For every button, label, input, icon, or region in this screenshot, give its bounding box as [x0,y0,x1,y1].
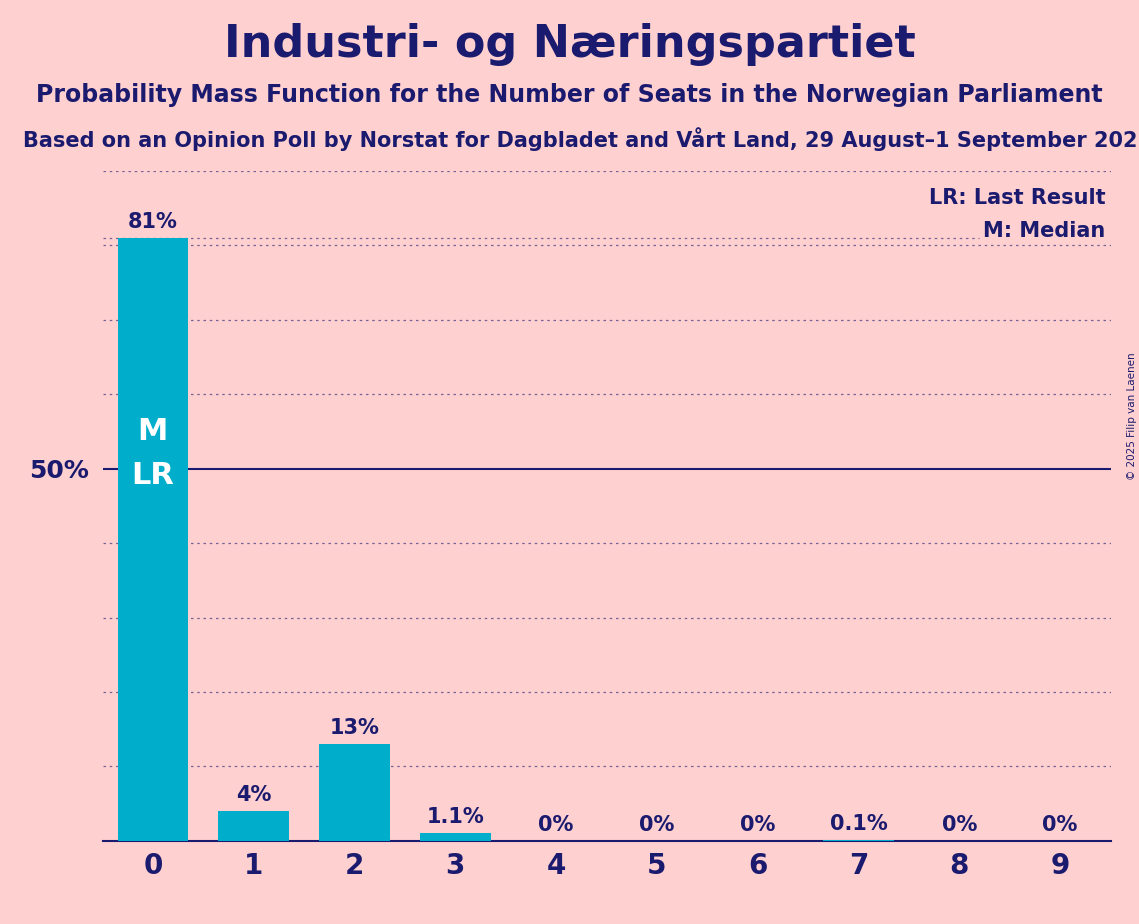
Text: 4%: 4% [236,785,271,805]
Text: 1.1%: 1.1% [426,807,484,827]
Text: 81%: 81% [128,212,178,232]
Text: Industri- og Næringspartiet: Industri- og Næringspartiet [223,23,916,67]
Bar [420,833,491,841]
Text: 0%: 0% [740,815,776,835]
Text: 0%: 0% [1042,815,1077,835]
Bar [117,238,188,841]
Bar [319,744,390,841]
Text: M: Median: M: Median [983,221,1106,241]
Text: 0%: 0% [539,815,574,835]
Text: 13%: 13% [329,718,379,738]
Text: © 2025 Filip van Laenen: © 2025 Filip van Laenen [1126,352,1137,480]
Text: LR: Last Result: LR: Last Result [929,188,1106,208]
Text: 0.1%: 0.1% [829,814,887,834]
Text: 0%: 0% [639,815,674,835]
Text: M: M [138,418,169,446]
Bar [219,811,289,841]
Text: 0%: 0% [942,815,977,835]
Text: Probability Mass Function for the Number of Seats in the Norwegian Parliament: Probability Mass Function for the Number… [36,83,1103,107]
Text: Based on an Opinion Poll by Norstat for Dagbladet and Vårt Land, 29 August–1 Sep: Based on an Opinion Poll by Norstat for … [23,128,1139,152]
Text: LR: LR [131,461,174,491]
